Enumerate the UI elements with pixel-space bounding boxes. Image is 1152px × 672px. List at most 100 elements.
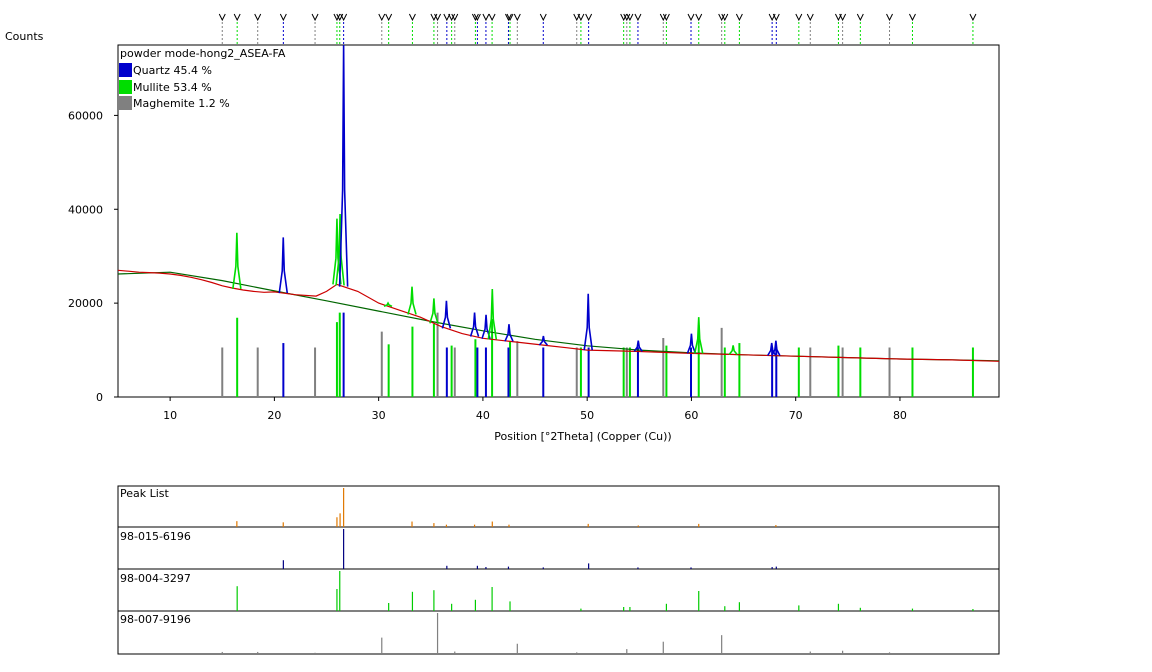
marker-v-maghemite-13 <box>886 13 893 22</box>
marker-v-mullite-0 <box>233 13 241 22</box>
legend-title: powder mode-hong2_ASEA-FA <box>120 47 286 60</box>
y-tick-label-2: 40000 <box>68 203 103 216</box>
marker-v-mullite-8 <box>488 13 496 22</box>
marker-v-maghemite-5 <box>451 13 459 22</box>
legend-label-maghemite: Maghemite 1.2 % <box>133 97 230 110</box>
x-axis-ticks: 10 20 30 40 50 60 70 80 <box>163 397 907 422</box>
marker-v-maghemite-7 <box>573 13 581 22</box>
panel-label-mullite-ref: 98-004-3297 <box>120 572 191 585</box>
x-tick-label-4: 50 <box>580 409 594 422</box>
peak-5 <box>383 301 393 308</box>
peak-18 <box>728 345 738 355</box>
marker-v-quartz-11 <box>772 13 780 22</box>
peak-11 <box>487 289 498 340</box>
marker-v-maghemite-6 <box>513 13 521 22</box>
marker-v-mullite-4 <box>408 13 416 22</box>
marker-v-maghemite-2 <box>311 13 319 22</box>
marker-v-quartz-4 <box>482 13 490 22</box>
marker-v-quartz-3 <box>473 13 481 22</box>
lower-panels-frame <box>117 485 1000 655</box>
lower-panels: Peak List 98-015-6196 98-004-3297 98-007… <box>117 485 1000 655</box>
peak-15 <box>633 340 643 352</box>
legend: powder mode-hong2_ASEA-FA Quartz 45.4 % … <box>119 47 286 110</box>
marker-v-mullite-16 <box>735 13 743 22</box>
x-tick-label-0: 10 <box>163 409 177 422</box>
marker-v-quartz-7 <box>585 13 593 22</box>
marker-v-maghemite-3 <box>378 13 386 22</box>
x-tick-label-7: 80 <box>893 409 907 422</box>
peak-8 <box>441 300 452 329</box>
marker-v-mullite-3 <box>385 13 393 22</box>
panel-sticks <box>221 488 974 654</box>
marker-v-mullite-7 <box>471 13 479 22</box>
marker-v-quartz-2 <box>443 13 451 22</box>
x-tick-label-1: 20 <box>267 409 281 422</box>
marker-v-mullite-19 <box>856 13 864 22</box>
legend-swatch-maghemite <box>119 96 132 110</box>
marker-v-mullite-2 <box>336 13 344 22</box>
marker-v-mullite-21 <box>969 13 977 22</box>
marker-v-mullite-11 <box>620 13 628 22</box>
peak-0 <box>232 232 242 289</box>
marker-v-maghemite-8 <box>623 13 631 22</box>
marker-v-mullite-6 <box>448 13 456 22</box>
peak-9 <box>469 312 480 337</box>
legend-label-quartz: Quartz 45.4 % <box>133 64 212 77</box>
x-tick-label-6: 70 <box>789 409 803 422</box>
legend-swatch-quartz <box>119 63 132 77</box>
y-tick-label-1: 20000 <box>68 297 103 310</box>
peak-12 <box>504 324 514 342</box>
peak-10 <box>481 314 491 339</box>
peak-marks <box>232 44 781 356</box>
marker-v-quartz-0 <box>279 13 287 22</box>
y-tick-label-0: 0 <box>96 391 103 404</box>
marker-v-mullite-9 <box>506 13 514 22</box>
y-axis-title: Counts <box>5 30 44 43</box>
peak-14 <box>583 293 594 351</box>
panel-label-maghemite-ref: 98-007-9196 <box>120 613 191 626</box>
peak-16 <box>686 333 697 354</box>
y-tick-label-3: 60000 <box>68 109 103 122</box>
marker-v-maghemite-1 <box>254 13 262 22</box>
marker-v-mullite-20 <box>909 13 916 22</box>
legend-label-mullite: Mullite 53.4 % <box>133 81 212 94</box>
peak-2 <box>332 218 342 285</box>
peak-7 <box>429 298 439 324</box>
marker-v-quartz-6 <box>539 13 547 22</box>
marker-v-quartz-8 <box>634 13 642 22</box>
marker-v-mullite-13 <box>662 13 670 22</box>
marker-v-maghemite-11 <box>806 13 814 22</box>
panel-label-peak-list: Peak List <box>120 487 170 500</box>
phase-marker-row <box>218 13 977 44</box>
marker-v-maghemite-4 <box>434 13 442 22</box>
main-plot-frame <box>117 44 1000 398</box>
marker-v-maghemite-0 <box>218 13 226 22</box>
legend-swatch-mullite <box>119 80 132 94</box>
marker-v-quartz-9 <box>687 13 695 22</box>
marker-v-mullite-14 <box>695 13 703 22</box>
x-tick-label-2: 30 <box>372 409 386 422</box>
marker-v-maghemite-9 <box>659 13 667 22</box>
panel-label-quartz-ref: 98-015-6196 <box>120 530 191 543</box>
marker-v-mullite-17 <box>795 13 803 22</box>
x-tick-label-5: 60 <box>684 409 698 422</box>
peak-1 <box>278 237 289 294</box>
peak-4 <box>338 44 349 287</box>
marker-v-mullite-15 <box>721 13 729 22</box>
marker-v-maghemite-10 <box>718 13 726 22</box>
observed-line <box>117 269 1000 362</box>
peak-13 <box>538 335 549 346</box>
peak-6 <box>407 286 417 315</box>
peak-20 <box>771 340 781 356</box>
peak-3 <box>335 213 345 286</box>
marker-v-quartz-5 <box>505 13 512 22</box>
marker-v-maghemite-12 <box>839 13 847 22</box>
marker-v-mullite-1 <box>333 13 341 22</box>
x-tick-label-3: 40 <box>476 409 490 422</box>
marker-v-mullite-12 <box>626 13 634 22</box>
y-axis-ticks: 0 20000 40000 60000 <box>68 109 118 404</box>
observed-pattern <box>117 269 1000 362</box>
x-axis-title: Position [°2Theta] (Copper (Cu)) <box>494 430 671 443</box>
peak-17 <box>693 317 704 354</box>
